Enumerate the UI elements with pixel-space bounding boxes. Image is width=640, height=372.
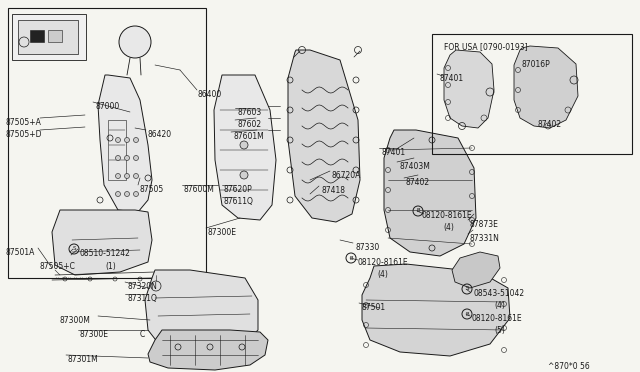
Circle shape — [240, 171, 248, 179]
Bar — [8, 8, 206, 278]
Circle shape — [115, 173, 120, 179]
Text: 86720A: 86720A — [332, 171, 362, 180]
Text: 87601M: 87601M — [233, 132, 264, 141]
Text: 87418: 87418 — [321, 186, 345, 195]
Text: 87501A: 87501A — [5, 248, 35, 257]
Text: (4): (4) — [443, 223, 454, 232]
Bar — [30, 30, 44, 42]
Text: FOR USA [0790-0193]: FOR USA [0790-0193] — [444, 42, 527, 51]
Text: (5): (5) — [494, 326, 505, 335]
Text: B: B — [349, 256, 353, 260]
Polygon shape — [98, 75, 152, 212]
Text: 87611Q: 87611Q — [224, 197, 254, 206]
Polygon shape — [362, 264, 510, 356]
Text: 86420: 86420 — [148, 130, 172, 139]
Text: 87300E: 87300E — [208, 228, 237, 237]
Text: 87300E: 87300E — [80, 330, 109, 339]
Text: S: S — [72, 247, 76, 251]
Text: 08510-51242: 08510-51242 — [80, 249, 131, 258]
Polygon shape — [444, 50, 494, 128]
Text: 87505+C: 87505+C — [40, 262, 76, 271]
Text: 08120-8161E: 08120-8161E — [471, 314, 522, 323]
Circle shape — [125, 138, 129, 142]
Text: 87301M: 87301M — [68, 355, 99, 364]
Text: (4): (4) — [377, 270, 388, 279]
Circle shape — [125, 192, 129, 196]
Text: 87331N: 87331N — [470, 234, 500, 243]
Circle shape — [240, 141, 248, 149]
Text: 87300M: 87300M — [60, 316, 91, 325]
Polygon shape — [52, 210, 152, 275]
Circle shape — [115, 138, 120, 142]
Text: B: B — [416, 208, 420, 214]
Text: 08543-51042: 08543-51042 — [474, 289, 525, 298]
Polygon shape — [384, 130, 476, 256]
Text: B: B — [465, 311, 469, 317]
Circle shape — [115, 192, 120, 196]
Text: 87505+A: 87505+A — [5, 118, 41, 127]
Circle shape — [134, 192, 138, 196]
Polygon shape — [452, 252, 500, 288]
Circle shape — [134, 173, 138, 179]
Text: 87602: 87602 — [237, 120, 261, 129]
Text: 87501: 87501 — [361, 303, 385, 312]
Text: 08120-8161E: 08120-8161E — [422, 211, 472, 220]
Text: 87600M: 87600M — [183, 185, 214, 194]
Text: 87311Q: 87311Q — [127, 294, 157, 303]
Bar — [108, 120, 126, 180]
Circle shape — [115, 155, 120, 160]
Circle shape — [125, 155, 129, 160]
Bar — [432, 34, 632, 154]
Text: 87505+D: 87505+D — [5, 130, 42, 139]
Text: ^870*0 56: ^870*0 56 — [548, 362, 589, 371]
Text: 87330: 87330 — [355, 243, 380, 252]
Circle shape — [125, 173, 129, 179]
Text: 87403M: 87403M — [399, 162, 430, 171]
Text: 87401: 87401 — [439, 74, 463, 83]
Text: 87320N: 87320N — [127, 282, 157, 291]
Text: 87603: 87603 — [237, 108, 261, 117]
Text: S: S — [465, 286, 468, 292]
Circle shape — [134, 138, 138, 142]
Circle shape — [134, 155, 138, 160]
Text: C: C — [140, 330, 145, 339]
Polygon shape — [148, 330, 268, 370]
Text: (4): (4) — [494, 301, 505, 310]
Text: 87401: 87401 — [381, 148, 405, 157]
Text: 87402: 87402 — [406, 178, 430, 187]
Polygon shape — [145, 270, 258, 356]
Text: 87402: 87402 — [537, 120, 561, 129]
Polygon shape — [514, 46, 578, 128]
Text: 86400: 86400 — [198, 90, 222, 99]
Text: (1): (1) — [105, 262, 116, 271]
Circle shape — [119, 26, 151, 58]
Text: 87620P: 87620P — [224, 185, 253, 194]
Bar — [12, 14, 86, 60]
Text: 87016P: 87016P — [521, 60, 550, 69]
Text: 87000: 87000 — [96, 102, 120, 111]
Polygon shape — [18, 20, 78, 54]
Bar — [48, 30, 62, 42]
Text: 87505: 87505 — [140, 185, 164, 194]
Polygon shape — [288, 50, 360, 222]
Text: 08120-8161E: 08120-8161E — [357, 258, 408, 267]
Polygon shape — [214, 75, 276, 220]
Text: 87873E: 87873E — [470, 220, 499, 229]
